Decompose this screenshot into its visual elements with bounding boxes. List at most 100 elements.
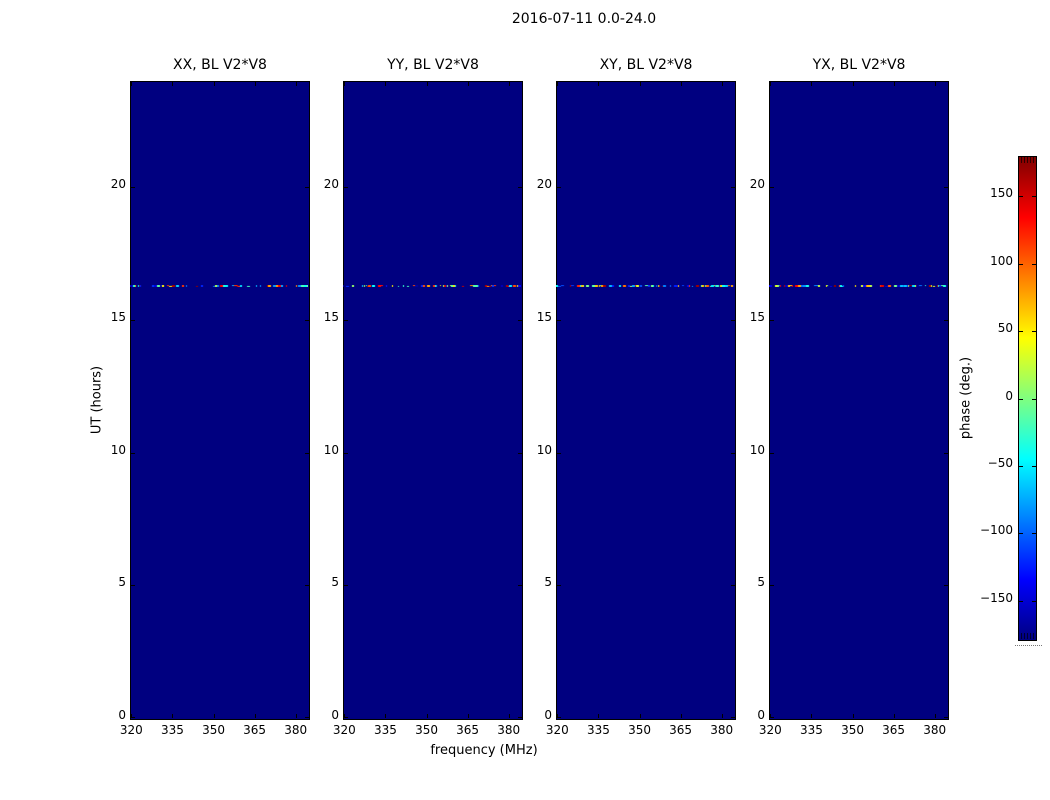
x-tick-mark xyxy=(770,714,772,718)
y-tick-mark xyxy=(731,585,735,587)
x-tick-mark xyxy=(852,714,854,718)
panel-title-xy: XY, BL V2*V8 xyxy=(599,57,693,73)
x-tick-label: 380 xyxy=(923,723,947,737)
y-tick-mark xyxy=(518,717,522,718)
x-tick-mark xyxy=(639,714,641,718)
x-tick-mark xyxy=(680,82,682,86)
y-tick-mark xyxy=(557,187,561,189)
panel-title-yy: YY, BL V2*V8 xyxy=(387,57,479,73)
y-tick-mark xyxy=(770,585,774,587)
y-tick-mark xyxy=(557,585,561,587)
y-tick-mark xyxy=(131,319,135,321)
x-tick-mark xyxy=(934,714,936,718)
x-tick-mark xyxy=(508,82,510,86)
x-tick-label: 380 xyxy=(497,723,521,737)
y-tick-mark xyxy=(770,319,774,321)
figure-title: 2016-07-11 0.0-24.0 xyxy=(511,11,657,27)
y-tick-label: 15 xyxy=(536,309,552,324)
x-tick-mark xyxy=(852,82,854,86)
colorbar-comb-mark xyxy=(1027,157,1028,163)
colorbar-comb-mark xyxy=(1021,157,1022,163)
x-tick-label: 380 xyxy=(710,723,734,737)
x-tick-mark xyxy=(557,82,559,86)
x-tick-mark xyxy=(893,714,895,718)
y-tick-mark xyxy=(731,717,735,718)
x-axis-label: frequency (MHz) xyxy=(430,743,538,758)
y-tick-mark xyxy=(731,319,735,321)
x-tick-mark xyxy=(467,714,469,718)
x-tick-mark xyxy=(811,714,813,718)
y-tick-label: 10 xyxy=(536,442,552,457)
x-tick-label: 335 xyxy=(799,723,823,737)
x-tick-mark xyxy=(213,714,215,718)
y-tick-label: 0 xyxy=(331,708,339,722)
y-tick-mark xyxy=(944,585,948,587)
y-tick-mark xyxy=(131,452,135,454)
colorbar-comb-mark xyxy=(1030,633,1031,639)
colorbar-tick-mark xyxy=(1019,398,1023,400)
x-tick-mark xyxy=(172,714,174,718)
y-tick-label: 15 xyxy=(110,309,126,324)
panel-xx xyxy=(130,81,310,720)
colorbar-dotted-edge xyxy=(1015,645,1042,646)
colorbar-tick-mark xyxy=(1032,533,1036,535)
y-tick-mark xyxy=(518,319,522,321)
colorbar-comb-mark xyxy=(1033,157,1034,163)
x-tick-mark xyxy=(426,714,428,718)
colorbar-tick-mark xyxy=(1032,331,1036,333)
x-tick-label: 320 xyxy=(332,723,356,737)
x-tick-mark xyxy=(639,82,641,86)
x-tick-mark xyxy=(213,82,215,86)
y-tick-label: 0 xyxy=(544,708,552,722)
y-tick-mark xyxy=(944,187,948,189)
colorbar-tick-mark xyxy=(1032,600,1036,602)
colorbar-tick-mark xyxy=(1032,263,1036,265)
y-tick-label: 5 xyxy=(331,575,339,590)
y-tick-label: 10 xyxy=(110,442,126,457)
x-tick-label: 350 xyxy=(628,723,651,737)
y-tick-mark xyxy=(344,187,348,189)
y-tick-label: 15 xyxy=(749,309,765,324)
colorbar-comb-mark xyxy=(1030,157,1031,163)
colorbar-tick-mark xyxy=(1032,398,1036,400)
colorbar-comb-mark xyxy=(1024,157,1025,163)
colorbar-tick-label: 0 xyxy=(1005,388,1013,403)
y-tick-label: 20 xyxy=(749,177,765,192)
y-tick-mark xyxy=(731,452,735,454)
y-tick-label: 0 xyxy=(118,708,126,722)
colorbar-tick-label: 50 xyxy=(997,321,1013,336)
x-tick-mark xyxy=(385,82,387,86)
y-tick-mark xyxy=(557,717,561,718)
y-tick-label: 20 xyxy=(110,177,126,192)
y-tick-mark xyxy=(770,452,774,454)
x-tick-label: 335 xyxy=(586,723,610,737)
x-tick-label: 335 xyxy=(373,723,397,737)
colorbar-tick-mark xyxy=(1019,331,1023,333)
x-tick-mark xyxy=(811,82,813,86)
x-tick-mark xyxy=(770,82,772,86)
x-tick-mark xyxy=(598,714,600,718)
y-tick-label: 0 xyxy=(757,708,765,722)
y-tick-mark xyxy=(770,717,774,718)
y-tick-mark xyxy=(305,717,309,718)
x-tick-label: 335 xyxy=(160,723,184,737)
x-tick-mark xyxy=(344,82,346,86)
colorbar-tick-mark xyxy=(1032,196,1036,198)
noise-row xyxy=(769,285,947,287)
y-tick-label: 20 xyxy=(536,177,552,192)
x-tick-label: 380 xyxy=(284,723,308,737)
colorbar-tick-mark xyxy=(1019,533,1023,535)
x-tick-mark xyxy=(934,82,936,86)
colorbar-comb-mark xyxy=(1024,633,1025,639)
x-tick-mark xyxy=(131,714,133,718)
y-tick-mark xyxy=(344,319,348,321)
y-tick-mark xyxy=(131,585,135,587)
x-tick-mark xyxy=(295,714,297,718)
y-tick-mark xyxy=(518,187,522,189)
y-axis-label: UT (hours) xyxy=(89,365,105,435)
panel-title-xx: XX, BL V2*V8 xyxy=(173,57,267,73)
noise-row xyxy=(343,285,521,287)
panel-yy xyxy=(343,81,523,720)
x-tick-mark xyxy=(557,714,559,718)
